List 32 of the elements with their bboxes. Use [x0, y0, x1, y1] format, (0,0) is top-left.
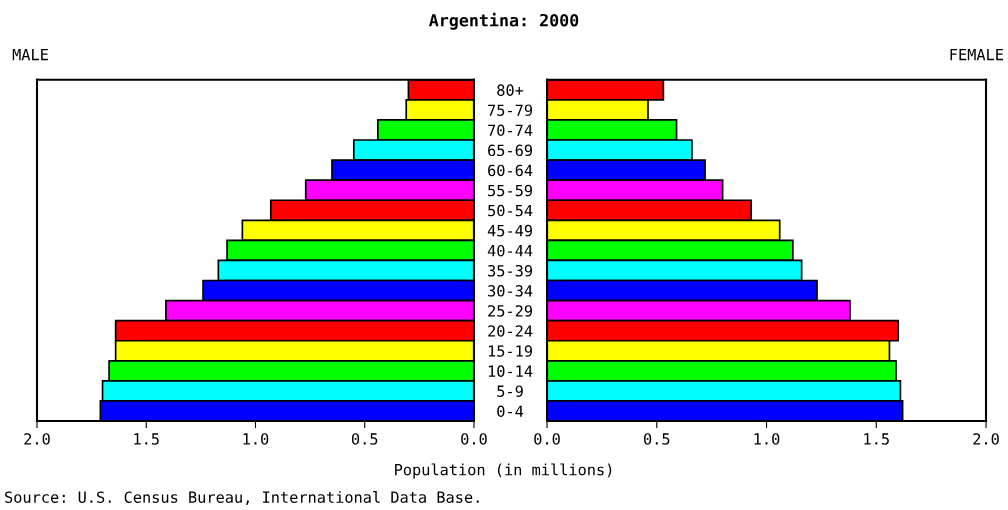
x-tick-label: 0.5	[643, 433, 670, 445]
x-tick-label: 0.5	[351, 433, 378, 445]
y-tick-label: 20-24	[488, 325, 533, 337]
chart-title: Argentina: 2000	[429, 12, 579, 30]
y-tick-label: 55-59	[488, 184, 533, 197]
x-tick-label: 0.0	[534, 433, 560, 445]
x-tick-label: 0.0	[461, 433, 487, 445]
x-tick-label: 2.0	[24, 433, 50, 445]
y-tick-label: 70-74	[488, 124, 533, 137]
y-tick-label: 80+	[497, 84, 524, 96]
y-tick-label: 5-9	[497, 385, 523, 397]
y-tick-label: 60-64	[488, 164, 533, 177]
x-tick-label: 2.0	[973, 433, 999, 445]
source-note: Source: U.S. Census Bureau, International Data Base.	[5, 491, 479, 505]
y-tick-label: 40-44	[487, 244, 533, 257]
x-tick-label: 1.5	[864, 433, 889, 445]
x-tick-label: 1.5	[134, 433, 159, 445]
chart-subtitle: MALE	[12, 49, 48, 61]
y-tick-label: 15-19	[488, 345, 533, 357]
y-tick-label: 50-54	[488, 204, 533, 217]
x-tick-label: 1.0	[754, 433, 780, 445]
y-tick-label: 30-34	[488, 285, 533, 297]
y-tick-label: 65-69	[488, 144, 533, 157]
y-tick-label: 25-29	[488, 305, 533, 317]
chart-subtitle: FEMALE	[950, 49, 1003, 61]
y-tick-label: 10-14	[488, 365, 533, 377]
y-tick-label: 0-4	[497, 405, 524, 418]
y-tick-label: 75-79	[488, 104, 533, 116]
y-tick-label: 35-39	[488, 264, 533, 277]
x-tick-label: 1.0	[243, 433, 269, 445]
y-tick-label: 45-49	[487, 224, 533, 237]
x-axis-title: Population (in millions)	[395, 463, 612, 479]
